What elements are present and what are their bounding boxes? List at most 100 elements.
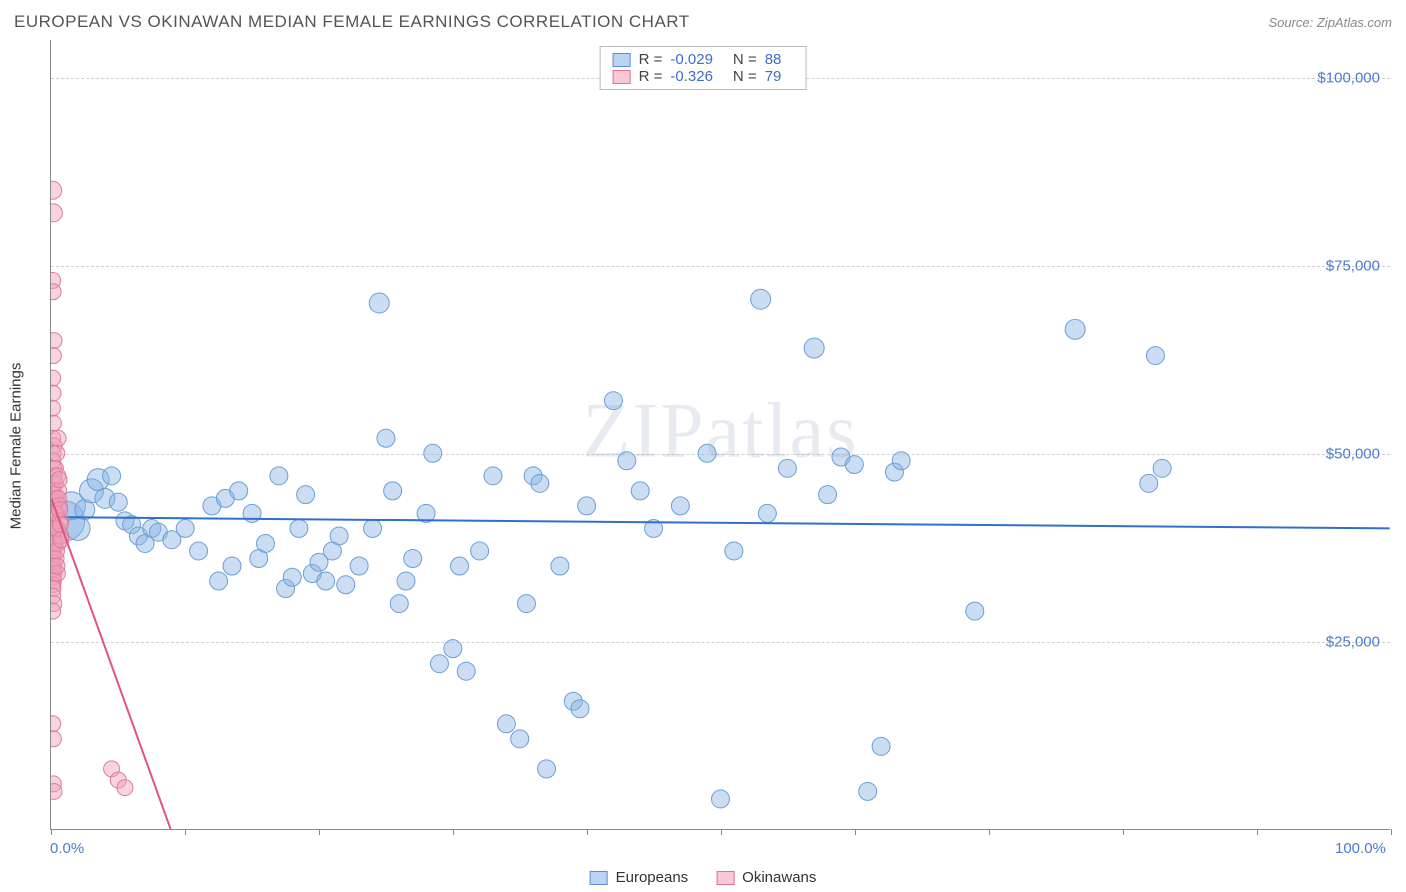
legend-item: Europeans (590, 869, 689, 886)
data-point (51, 783, 62, 799)
x-label-min: 0.0% (50, 840, 84, 857)
data-point (551, 557, 569, 575)
data-point (758, 504, 776, 522)
data-point (517, 595, 535, 613)
x-tick (855, 829, 856, 835)
data-point (819, 486, 837, 504)
data-point (531, 474, 549, 492)
data-point (571, 700, 589, 718)
data-point (364, 519, 382, 537)
legend-swatch (590, 871, 608, 885)
source-attribution: Source: ZipAtlas.com (1268, 15, 1392, 30)
data-point (270, 467, 288, 485)
data-point (1153, 459, 1171, 477)
x-tick (1257, 829, 1258, 835)
series-legend: Europeans Okinawans (590, 869, 817, 886)
data-point (51, 385, 61, 401)
data-point (872, 737, 890, 755)
data-point (712, 790, 730, 808)
data-point (230, 482, 248, 500)
data-point (430, 655, 448, 673)
data-point (66, 516, 90, 540)
data-point (350, 557, 368, 575)
data-point (176, 519, 194, 537)
data-point (538, 760, 556, 778)
data-point (471, 542, 489, 560)
source-name: ZipAtlas.com (1317, 15, 1392, 30)
data-point (51, 400, 60, 416)
data-point (404, 549, 422, 567)
n-value: 88 (765, 51, 782, 68)
n-label: N = (733, 68, 757, 85)
data-point (751, 289, 771, 309)
chart-svg (51, 40, 1390, 829)
r-label: R = (639, 51, 663, 68)
data-point (283, 568, 301, 586)
data-point (109, 493, 127, 511)
chart-header: EUROPEAN VS OKINAWAN MEDIAN FEMALE EARNI… (0, 0, 1406, 40)
data-point (966, 602, 984, 620)
data-point (457, 662, 475, 680)
data-point (804, 338, 824, 358)
r-value: -0.326 (670, 68, 713, 85)
data-point (51, 181, 62, 199)
data-point (1146, 347, 1164, 365)
x-tick (1123, 829, 1124, 835)
data-point (631, 482, 649, 500)
data-point (397, 572, 415, 590)
data-point (698, 444, 716, 462)
data-point (618, 452, 636, 470)
n-value: 79 (765, 68, 782, 85)
series-swatch (613, 70, 631, 84)
data-point (51, 284, 61, 300)
r-label: R = (639, 68, 663, 85)
data-point (845, 456, 863, 474)
data-point (51, 731, 61, 747)
data-point (117, 780, 133, 796)
data-point (51, 430, 66, 446)
data-point (444, 640, 462, 658)
x-tick (721, 829, 722, 835)
data-point (337, 576, 355, 594)
x-tick (989, 829, 990, 835)
x-tick (587, 829, 588, 835)
data-point (725, 542, 743, 560)
data-point (377, 429, 395, 447)
x-tick (453, 829, 454, 835)
data-point (1065, 319, 1085, 339)
data-point (190, 542, 208, 560)
data-point (51, 333, 62, 349)
x-tick (51, 829, 52, 835)
data-point (424, 444, 442, 462)
stats-row: R = -0.326 N = 79 (613, 68, 794, 85)
data-point (604, 392, 622, 410)
data-point (51, 370, 61, 386)
y-axis-label: Median Female Earnings (8, 363, 25, 530)
x-label-max: 100.0% (1335, 840, 1386, 857)
data-point (51, 348, 61, 364)
data-point (103, 467, 121, 485)
data-point (778, 459, 796, 477)
r-value: -0.029 (670, 51, 713, 68)
data-point (484, 467, 502, 485)
data-point (671, 497, 689, 515)
data-point (290, 519, 308, 537)
data-point (892, 452, 910, 470)
data-point (210, 572, 228, 590)
data-point (511, 730, 529, 748)
data-point (497, 715, 515, 733)
data-point (451, 557, 469, 575)
source-prefix: Source: (1268, 15, 1316, 30)
data-point (384, 482, 402, 500)
data-point (297, 486, 315, 504)
data-point (317, 572, 335, 590)
data-point (859, 782, 877, 800)
data-point (51, 472, 67, 488)
data-point (390, 595, 408, 613)
data-point (330, 527, 348, 545)
x-tick (319, 829, 320, 835)
series-swatch (613, 53, 631, 67)
data-point (223, 557, 241, 575)
data-point (369, 293, 389, 313)
data-point (51, 204, 62, 222)
